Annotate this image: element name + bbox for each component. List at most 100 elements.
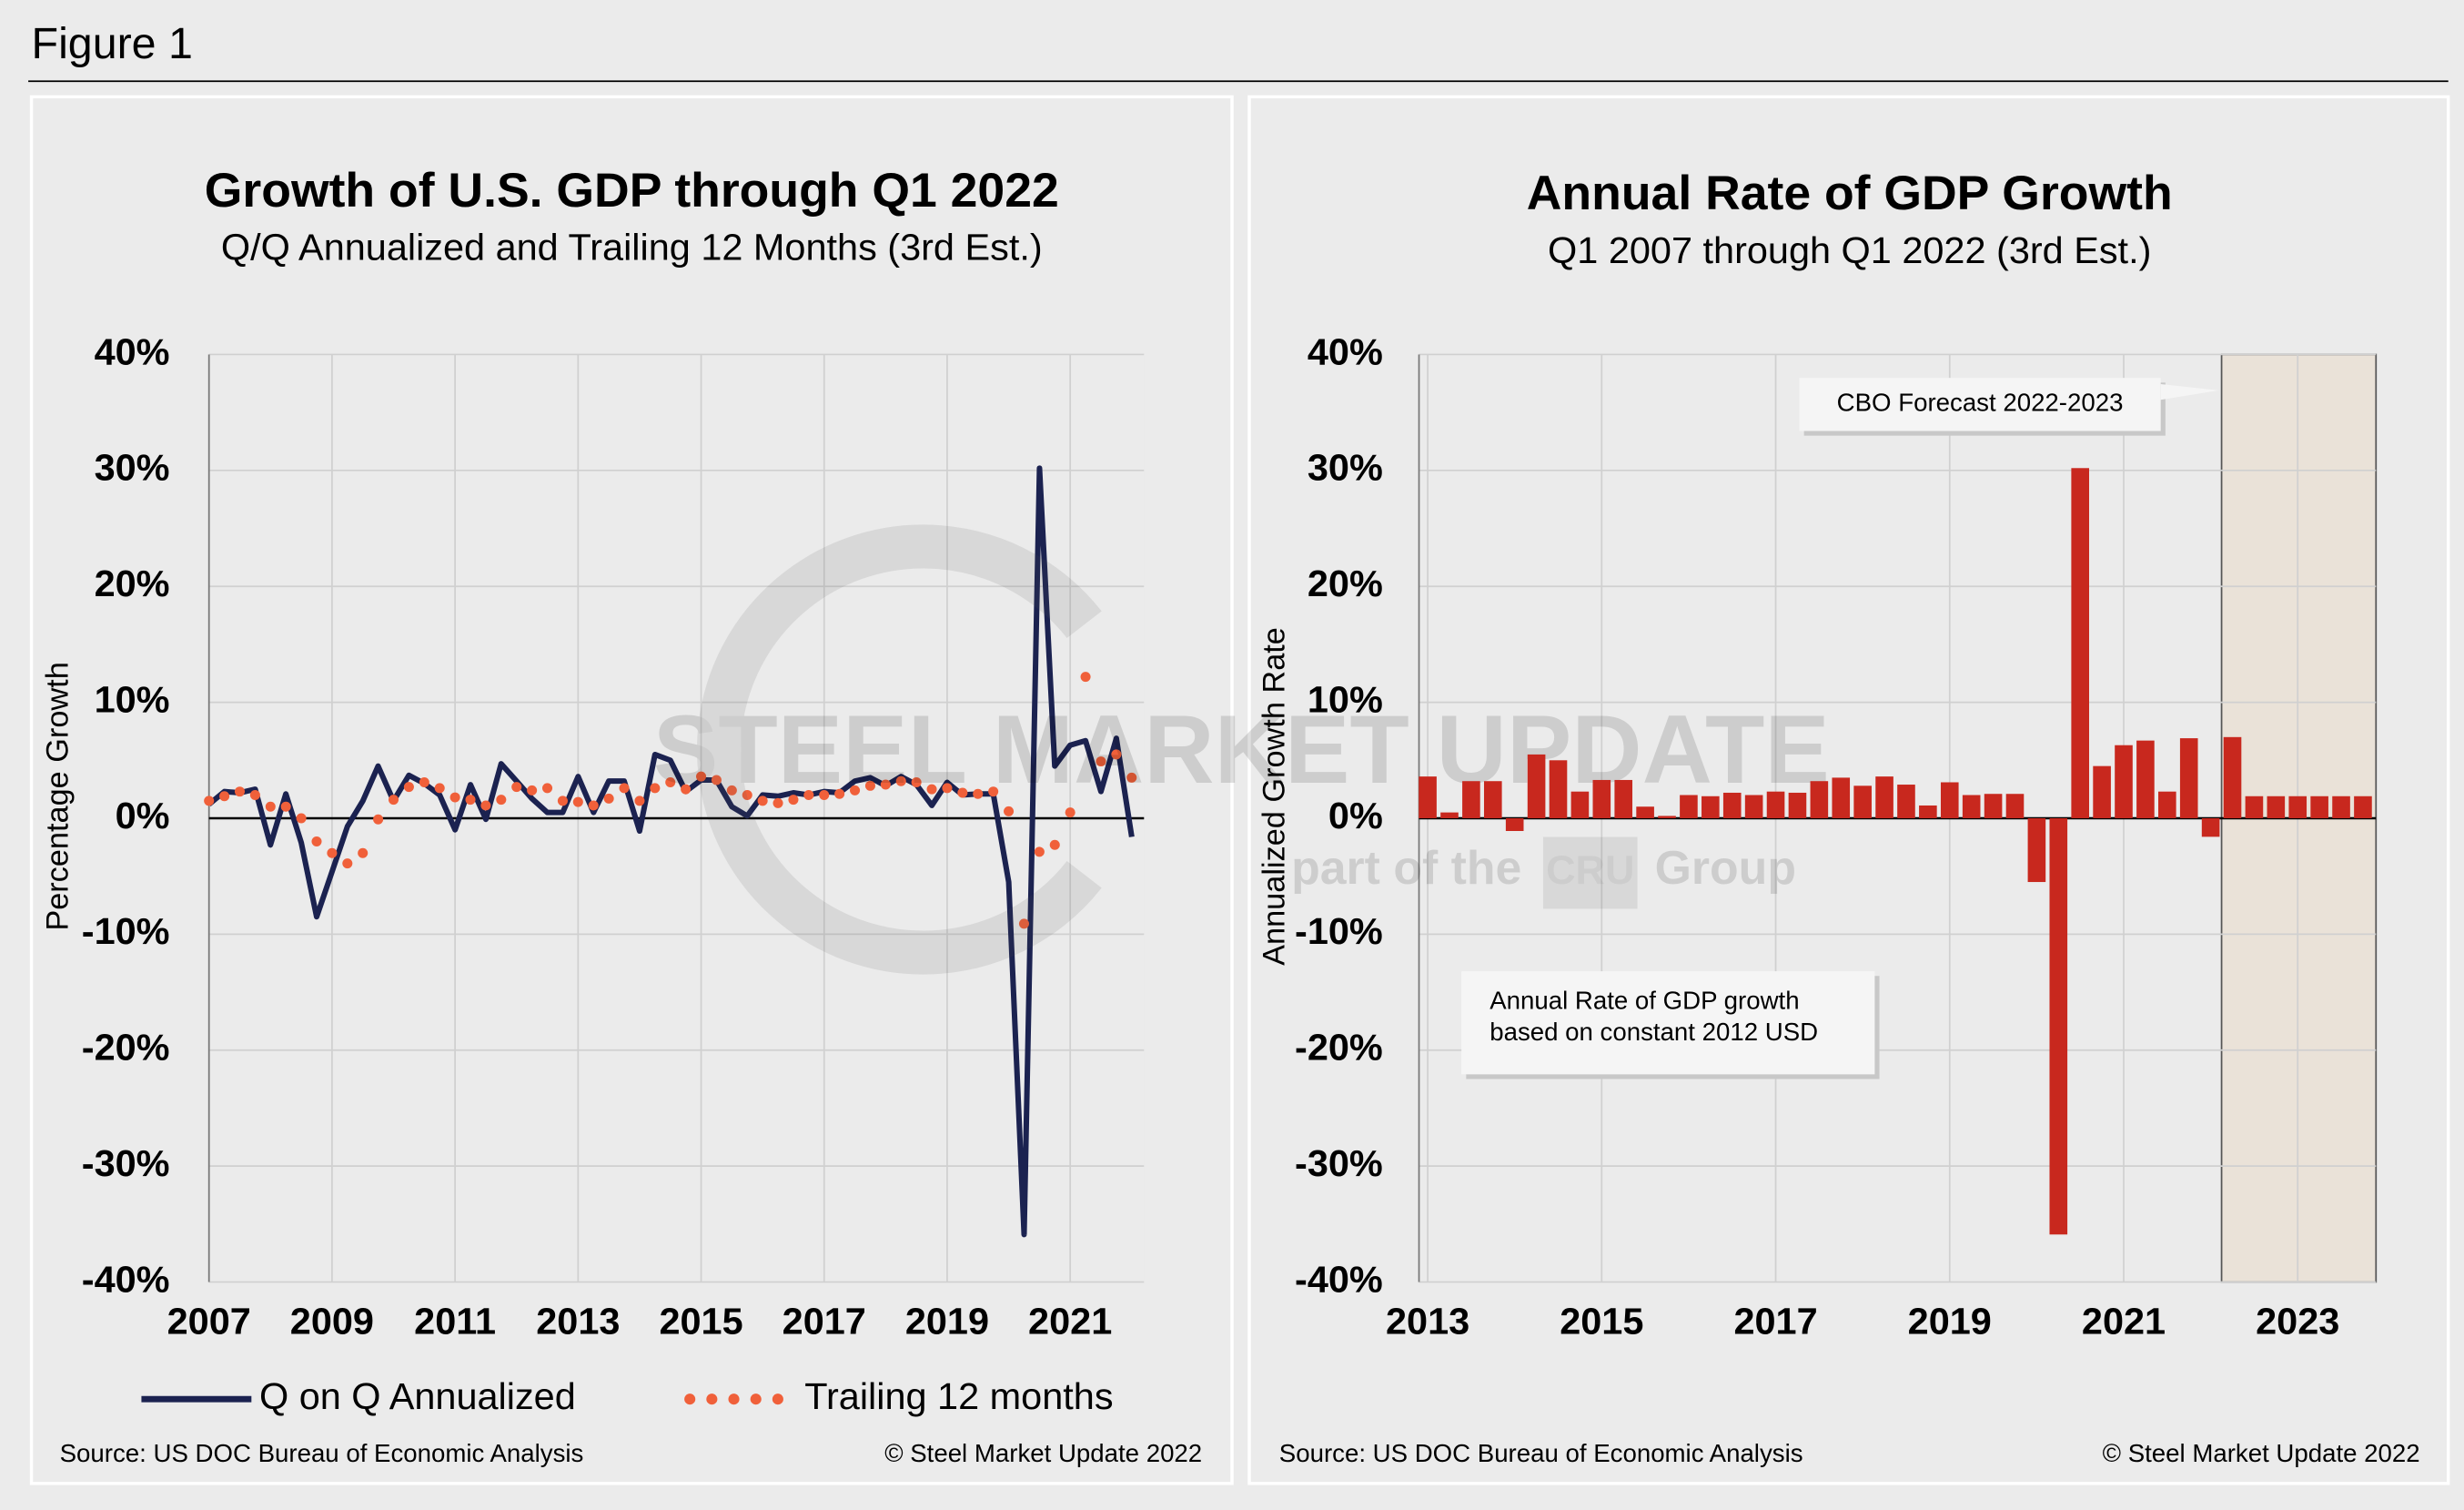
bar <box>1462 781 1480 818</box>
trailing-dot <box>403 782 414 793</box>
trailing-dot <box>926 784 937 795</box>
bar <box>2115 745 2133 818</box>
bar <box>2093 765 2111 818</box>
trailing-dot <box>957 787 968 798</box>
trailing-dot <box>1004 806 1015 816</box>
trailing-dot <box>757 796 768 806</box>
bar <box>1766 791 1785 818</box>
chart-subtitle: Q/Q Annualized and Trailing 12 Months (3… <box>221 226 1043 268</box>
y-tick-label: -20% <box>1295 1027 1383 1069</box>
bar <box>1440 812 1459 818</box>
chart-title: Growth of U.S. GDP through Q1 2022 <box>205 164 1059 218</box>
y-tick-label: -40% <box>82 1259 170 1301</box>
trailing-dot <box>1034 846 1045 857</box>
watermark-logo <box>1542 836 1638 909</box>
x-tick-label: 2017 <box>783 1301 866 1343</box>
trailing-dot <box>557 796 568 806</box>
legend-label: Q on Q Annualized <box>259 1375 576 1417</box>
x-tick-label: 2017 <box>1733 1301 1817 1343</box>
source-note: Source: US DOC Bureau of Economic Analys… <box>1279 1439 1803 1467</box>
y-tick-label: 0% <box>1328 795 1383 836</box>
trailing-dot <box>327 847 338 858</box>
bar <box>1570 791 1590 818</box>
annotation-box <box>1799 378 2161 431</box>
trailing-dot <box>864 780 875 791</box>
x-tick-label: 2011 <box>414 1301 496 1343</box>
bar <box>2310 796 2328 818</box>
trailing-dot <box>311 836 322 846</box>
trailing-dot <box>280 801 291 812</box>
trailing-dot <box>265 801 276 812</box>
legend-swatch <box>706 1393 718 1405</box>
trailing-dot <box>419 777 429 787</box>
trailing-dot <box>665 777 676 787</box>
trailing-dot <box>942 783 953 794</box>
trailing-dot <box>234 786 246 797</box>
bar <box>1549 760 1568 818</box>
trailing-dot <box>1018 918 1029 929</box>
y-tick-label: 0% <box>116 795 170 836</box>
x-tick-label: 2015 <box>659 1301 742 1343</box>
legend-label: Trailing 12 months <box>804 1375 1113 1417</box>
x-tick-label: 2021 <box>2082 1301 2166 1343</box>
trailing-dot <box>1096 756 1106 767</box>
bar <box>1919 805 1937 818</box>
trailing-dot <box>726 785 737 796</box>
y-tick-label: 10% <box>1308 679 1383 721</box>
copyright-note: © Steel Market Update 2022 <box>2103 1439 2420 1467</box>
watermark-text: CRU <box>1546 847 1634 893</box>
trailing-dot <box>1065 807 1075 818</box>
trailing-dot <box>511 782 522 793</box>
bar <box>1832 777 1851 818</box>
trailing-dot <box>1126 772 1137 783</box>
x-tick-label: 2019 <box>905 1301 989 1343</box>
annotation-text: CBO Forecast 2022-2023 <box>1837 389 2124 417</box>
watermark-text: STEEL MARKET UPDATE <box>653 694 1830 804</box>
trailing-dot <box>541 783 553 794</box>
bar <box>1722 792 1742 818</box>
trailing-dot <box>496 795 507 806</box>
bar <box>2245 796 2264 818</box>
bar <box>1592 779 1611 818</box>
y-tick-label: -30% <box>1295 1142 1383 1184</box>
trailing-dot <box>465 795 476 806</box>
bar <box>1962 795 1981 818</box>
x-tick-label: 2009 <box>290 1301 374 1343</box>
trailing-dot <box>696 771 707 782</box>
x-tick-label: 2019 <box>1908 1301 1992 1343</box>
trailing-dot <box>373 814 384 825</box>
trailing-dot <box>1111 749 1122 760</box>
x-tick-label: 2023 <box>2256 1301 2339 1343</box>
annotation-pointer <box>2160 384 2219 400</box>
y-tick-label: 20% <box>1308 562 1383 604</box>
bar <box>2158 791 2176 818</box>
trailing-dot <box>773 797 783 808</box>
bar <box>1940 782 1959 818</box>
legend-swatch <box>772 1393 783 1405</box>
trailing-dot <box>219 791 230 802</box>
bar <box>2332 796 2350 818</box>
watermark-text: part of the <box>1291 841 1521 894</box>
bar <box>2179 738 2198 818</box>
y-tick-label: 40% <box>1308 330 1383 372</box>
trailing-dot <box>572 796 583 807</box>
y-tick-label: 40% <box>95 330 170 372</box>
trailing-dot <box>988 786 999 797</box>
annotation-box <box>1461 971 1875 1075</box>
trailing-dot <box>742 790 752 800</box>
y-tick-label: -10% <box>82 910 170 952</box>
watermark-arc <box>697 524 1102 975</box>
trailing-dot <box>711 775 722 785</box>
y-tick-label: 30% <box>1308 447 1383 489</box>
x-tick-label: 2013 <box>536 1301 620 1343</box>
watermark-text: Group <box>1655 841 1796 894</box>
trailing-dot <box>358 847 369 858</box>
bar <box>1527 754 1546 818</box>
bar <box>1636 806 1654 818</box>
bar <box>1875 776 1893 818</box>
trailing-dot <box>819 790 830 800</box>
trailing-dot <box>681 784 692 795</box>
bar <box>2223 736 2242 818</box>
legend-swatch <box>750 1393 762 1405</box>
